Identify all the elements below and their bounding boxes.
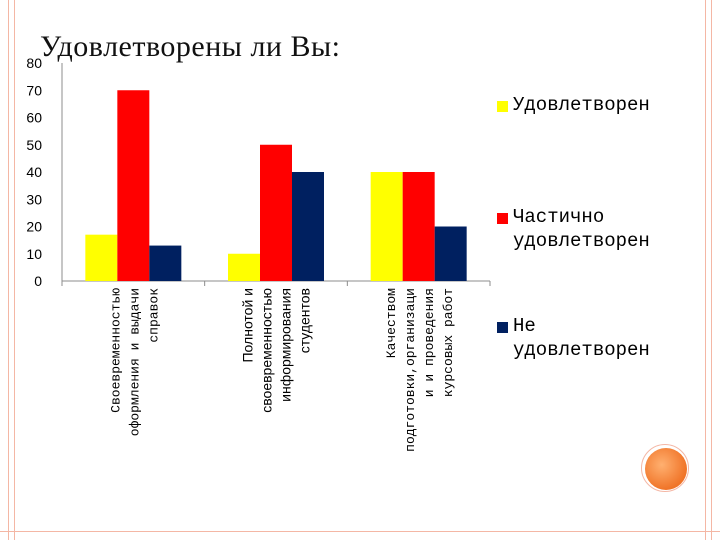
legend-item-satisfied: Удовлетворен bbox=[497, 93, 698, 117]
bar bbox=[228, 253, 260, 281]
decorative-circle-ring bbox=[641, 444, 689, 492]
frame-line-bottom bbox=[0, 531, 720, 532]
y-tick-label: 70 bbox=[26, 82, 42, 98]
bar bbox=[402, 172, 435, 281]
frame-line-left bbox=[8, 0, 9, 540]
legend-label-partly-satisfied: Частично удовлетворен bbox=[513, 206, 650, 252]
category-label-line: своевременностью bbox=[259, 288, 275, 413]
frame-line-right bbox=[711, 0, 712, 540]
y-tick-label: 0 bbox=[34, 273, 42, 289]
category-label-line: студентов bbox=[297, 288, 313, 353]
bar bbox=[370, 172, 403, 281]
legend-swatch-not-satisfied bbox=[497, 322, 508, 333]
category-label-line: Качеством bbox=[384, 288, 399, 358]
frame-line-left-inner bbox=[14, 0, 15, 540]
category-label-line: информирования bbox=[278, 288, 294, 402]
category-label-line: курсовых работ bbox=[441, 288, 456, 397]
decorative-orange-circle bbox=[645, 448, 687, 490]
frame-line-right-inner bbox=[705, 0, 706, 540]
bar bbox=[434, 226, 467, 281]
category-label-line: Своевременностью bbox=[108, 288, 123, 413]
y-tick-label: 30 bbox=[26, 191, 42, 207]
legend-item-partly-satisfied: Частично удовлетворен bbox=[497, 205, 698, 253]
y-tick-label: 40 bbox=[26, 164, 42, 180]
category-label-line: и и проведения bbox=[422, 288, 437, 397]
y-tick-label: 20 bbox=[26, 219, 42, 235]
legend-swatch-satisfied bbox=[497, 101, 508, 112]
y-tick-label: 50 bbox=[26, 137, 42, 153]
y-tick-label: 60 bbox=[26, 110, 42, 126]
bar bbox=[85, 234, 118, 281]
slide-title: Удовлетворены ли Вы: bbox=[40, 30, 341, 63]
legend-item-not-satisfied: Не удовлетворен bbox=[497, 314, 698, 362]
category-label-line: оформления и выдачи bbox=[127, 288, 142, 436]
y-tick-label: 80 bbox=[26, 55, 42, 71]
bar bbox=[292, 172, 324, 281]
bar bbox=[149, 245, 182, 281]
bar bbox=[260, 144, 292, 281]
y-tick-label: 10 bbox=[26, 246, 42, 262]
category-label-line: справок bbox=[146, 288, 161, 343]
category-label-line: подготовки,организаци bbox=[403, 288, 418, 452]
legend-swatch-partly-satisfied bbox=[497, 213, 508, 224]
category-label-line: Полнотой и bbox=[240, 288, 256, 363]
legend-label-not-satisfied: Не удовлетворен bbox=[513, 315, 650, 361]
legend-label-satisfied: Удовлетворен bbox=[513, 94, 650, 116]
bar bbox=[117, 90, 150, 281]
